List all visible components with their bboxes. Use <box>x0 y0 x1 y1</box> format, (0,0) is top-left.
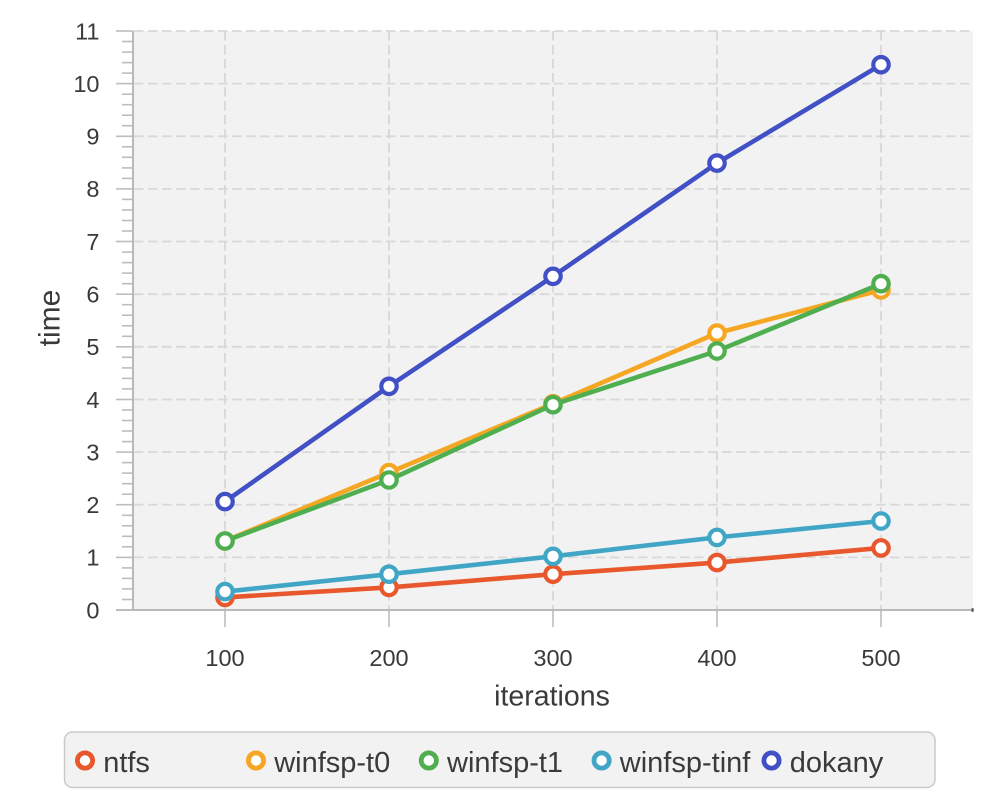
svg-text:10: 10 <box>73 71 99 97</box>
svg-text:11: 11 <box>75 18 99 44</box>
svg-text:ntfs: ntfs <box>103 747 150 779</box>
svg-text:1: 1 <box>86 545 99 571</box>
svg-text:6: 6 <box>86 282 99 308</box>
svg-text:8: 8 <box>86 176 99 202</box>
svg-text:winfsp-tinf: winfsp-tinf <box>619 747 751 779</box>
svg-text:5: 5 <box>86 334 99 360</box>
svg-text:iterations: iterations <box>494 681 610 713</box>
svg-text:time: time <box>34 290 67 347</box>
svg-text:400: 400 <box>697 645 736 671</box>
svg-text:9: 9 <box>86 124 99 150</box>
svg-text:winfsp-t1: winfsp-t1 <box>446 747 563 779</box>
svg-text:winfsp-t0: winfsp-t0 <box>273 747 390 779</box>
svg-text:4: 4 <box>86 387 99 413</box>
svg-text:300: 300 <box>533 645 572 671</box>
svg-text:dokany: dokany <box>790 747 884 779</box>
svg-text:7: 7 <box>86 229 99 255</box>
svg-text:100: 100 <box>205 645 244 671</box>
svg-text:3: 3 <box>86 439 99 465</box>
svg-text:2: 2 <box>86 492 99 518</box>
svg-text:500: 500 <box>861 645 900 671</box>
svg-text:0: 0 <box>86 597 99 623</box>
svg-text:200: 200 <box>369 645 408 671</box>
